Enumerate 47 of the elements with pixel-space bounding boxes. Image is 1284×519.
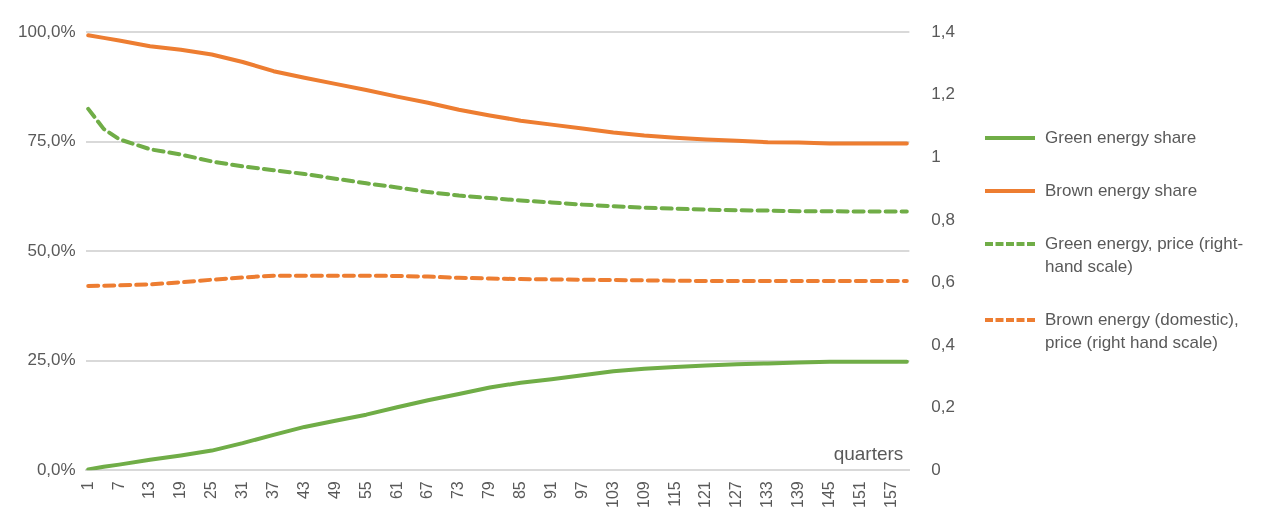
- legend-label: Green energy, price (right-hand scale): [1045, 232, 1245, 278]
- y-tick-label: 75,0%: [27, 131, 76, 151]
- y-tick-label: 50,0%: [27, 240, 76, 260]
- x-tick-label: 37: [263, 481, 281, 500]
- x-tick-label: 145: [819, 481, 837, 509]
- x-tick-label: 121: [696, 481, 714, 509]
- legend-label: Green energy share: [1045, 126, 1197, 149]
- x-tick-label: 49: [325, 481, 343, 500]
- y2-tick-label: 0: [931, 459, 941, 479]
- y2-tick-label: 0,6: [931, 272, 956, 292]
- y2-tick-label: 1: [931, 147, 941, 167]
- x-tick-label: 133: [758, 481, 776, 509]
- x-tick-label: 43: [294, 481, 312, 500]
- x-tick-label: 61: [387, 481, 405, 500]
- x-tick-label: 55: [356, 481, 374, 500]
- x-tick-label: 79: [480, 481, 498, 500]
- y2-tick-label: 0,8: [931, 209, 956, 229]
- x-tick-label: 127: [727, 481, 745, 509]
- x-tick-label: 157: [881, 481, 899, 509]
- x-tick-label: 67: [418, 481, 436, 500]
- x-tick-label: 109: [634, 481, 652, 509]
- y2-tick-label: 1,4: [931, 21, 956, 41]
- x-tick-label: 19: [171, 481, 189, 500]
- line-series: [86, 106, 909, 214]
- x-tick-label: 25: [202, 481, 220, 500]
- y2-tick-label: 0,2: [931, 397, 956, 417]
- x-tick-label: 97: [572, 481, 590, 500]
- x-tick-label: 103: [603, 481, 621, 509]
- line-series: [86, 273, 909, 288]
- y-tick-label: 25,0%: [27, 350, 76, 370]
- legend-label: Brown energy (domestic), price (right hand scale): [1045, 308, 1240, 354]
- x-tick-label: 115: [665, 481, 683, 507]
- x-tick-label: 31: [233, 481, 251, 500]
- y-tick-label: 0,0%: [36, 459, 76, 479]
- x-tick-label: 7: [109, 481, 127, 491]
- x-tick-label: 13: [140, 481, 158, 500]
- y2-tick-label: 0,4: [931, 334, 956, 354]
- x-tick-label: 1: [78, 481, 96, 491]
- x-axis-title: quarters: [833, 443, 904, 465]
- y-tick-label: 100,0%: [17, 21, 76, 41]
- x-tick-label: 85: [511, 481, 529, 500]
- y2-tick-label: 1,2: [931, 84, 956, 104]
- x-tick-label: 151: [850, 481, 868, 509]
- x-tick-label: 139: [789, 481, 807, 509]
- x-tick-label: 91: [541, 481, 559, 500]
- legend-label: Brown energy share: [1045, 179, 1198, 202]
- x-tick-label: 73: [449, 481, 467, 500]
